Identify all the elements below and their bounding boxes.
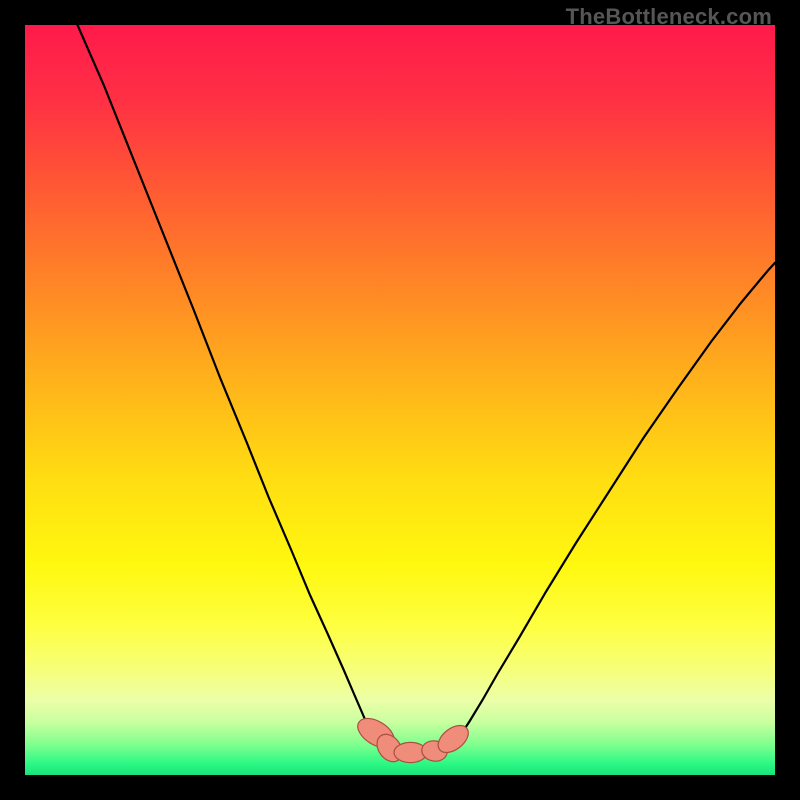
attribution-label: TheBottleneck.com (566, 4, 772, 30)
plot-area (25, 25, 775, 775)
bottleneck-curve-left (78, 25, 373, 735)
bottleneck-curve-right (460, 263, 775, 736)
figure-container: TheBottleneck.com (0, 0, 800, 800)
curve-layer (25, 25, 775, 775)
trough-marker (353, 712, 474, 766)
